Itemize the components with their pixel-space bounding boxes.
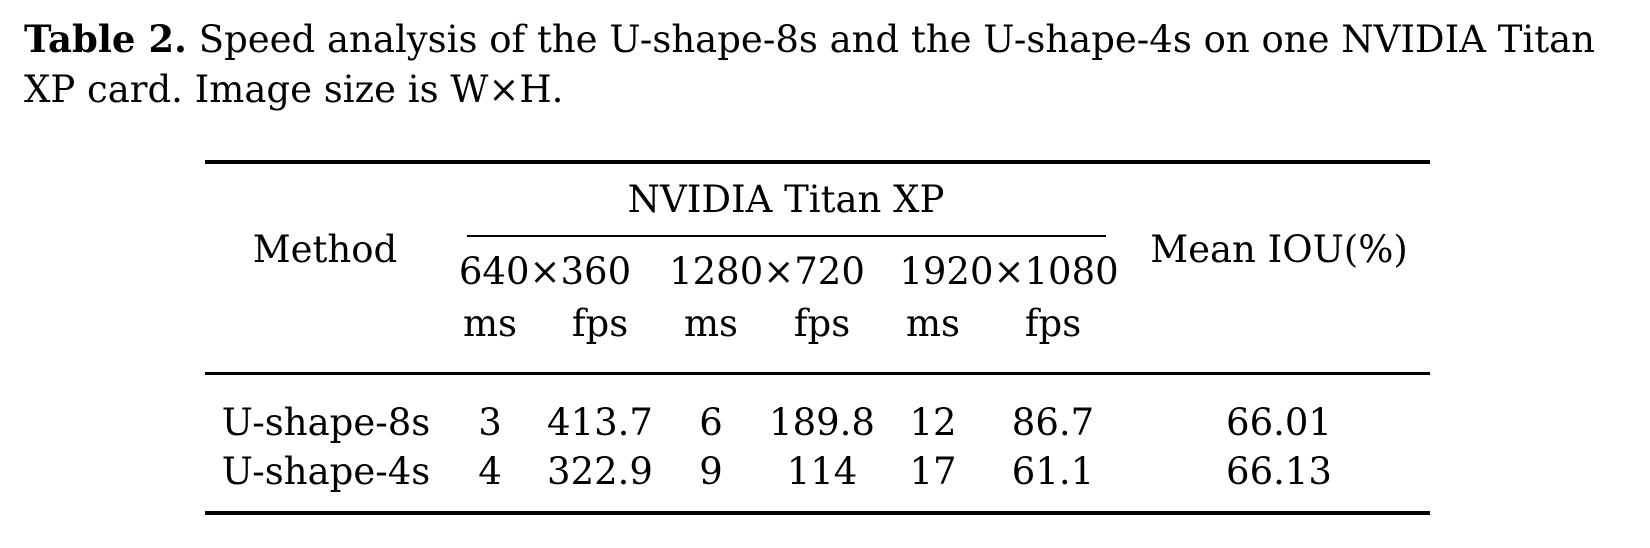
row-method: U-shape-4s — [221, 450, 431, 493]
row-value: 3 — [478, 401, 502, 444]
resolution-header: 1280×720 — [669, 250, 865, 293]
unit-header: fps — [1024, 302, 1082, 345]
row-method: U-shape-8s — [221, 401, 431, 444]
group-header: NVIDIA Titan XP — [627, 178, 945, 221]
row-miou: 66.13 — [1226, 450, 1332, 493]
row-value: 322.9 — [547, 450, 653, 493]
unit-header: ms — [905, 302, 961, 345]
unit-header: fps — [793, 302, 851, 345]
row-value: 12 — [909, 401, 957, 444]
resolution-header: 640×360 — [458, 250, 632, 293]
row-value: 4 — [478, 450, 502, 493]
method-header: Method — [252, 228, 398, 271]
row-value: 61.1 — [1011, 450, 1095, 493]
unit-header: ms — [683, 302, 739, 345]
row-value: 114 — [786, 450, 858, 493]
table-caption: Table 2. Speed analysis of the U-shape-8… — [24, 14, 1624, 115]
row-miou: 66.01 — [1226, 401, 1332, 444]
group-header-rule — [467, 235, 1106, 237]
miou-header: Mean IOU(%) — [1150, 228, 1408, 271]
unit-header: fps — [571, 302, 629, 345]
row-value: 9 — [699, 450, 723, 493]
unit-header: ms — [462, 302, 518, 345]
table-top-rule — [205, 160, 1430, 164]
resolution-header: 1920×1080 — [899, 250, 1119, 293]
row-value: 17 — [909, 450, 957, 493]
caption-text: Speed analysis of the U-shape-8s and the… — [24, 18, 1595, 111]
row-value: 413.7 — [547, 401, 653, 444]
table-mid-rule — [205, 372, 1430, 375]
row-value: 86.7 — [1011, 401, 1095, 444]
table-bottom-rule — [205, 511, 1430, 515]
caption-label: Table 2. — [24, 17, 187, 61]
row-value: 6 — [699, 401, 723, 444]
row-value: 189.8 — [769, 401, 875, 444]
